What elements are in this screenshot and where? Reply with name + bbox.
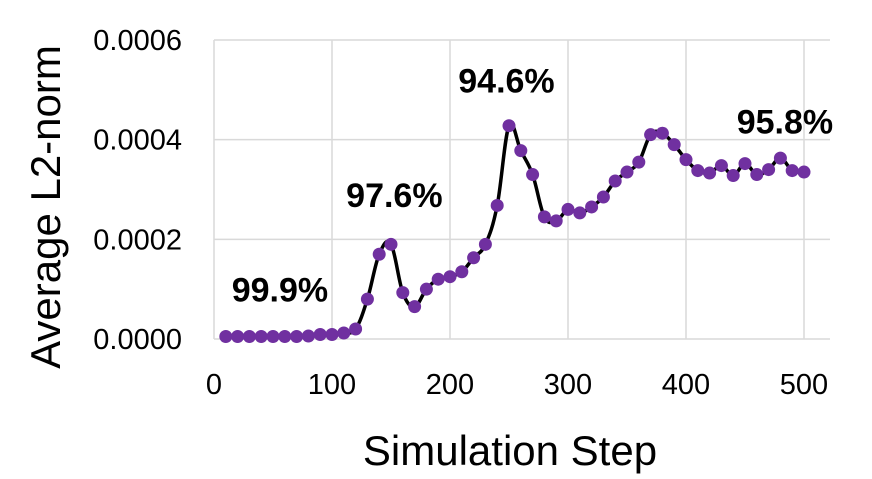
y-tick-label: 0.0002 [93, 224, 182, 256]
data-point [703, 166, 717, 180]
data-point [691, 164, 705, 178]
data-point [313, 328, 327, 342]
x-tick-label: 0 [206, 369, 222, 401]
data-point [219, 330, 233, 344]
data-point [573, 206, 587, 220]
percentage-annotation: 94.6% [458, 62, 554, 100]
x-tick-label: 200 [426, 369, 474, 401]
data-point [419, 282, 433, 296]
data-points [219, 119, 811, 344]
data-point [360, 292, 374, 306]
data-point [278, 330, 292, 344]
data-point [679, 153, 693, 167]
data-point [762, 163, 776, 177]
data-point [242, 330, 256, 344]
data-point [443, 270, 457, 284]
data-point [254, 330, 268, 344]
data-point [608, 174, 622, 188]
data-point [490, 198, 504, 212]
y-tick-label: 0.0006 [93, 25, 182, 57]
data-point [455, 265, 469, 279]
data-point [632, 155, 646, 169]
data-point [231, 330, 245, 344]
x-tick-label: 500 [780, 369, 828, 401]
data-point [596, 190, 610, 204]
data-point [514, 144, 528, 158]
data-point [738, 157, 752, 171]
data-point [266, 330, 280, 344]
data-point [526, 168, 540, 182]
data-point [644, 128, 658, 142]
data-point [478, 237, 492, 251]
data-point [337, 326, 351, 340]
x-tick-label: 100 [308, 369, 356, 401]
data-point [714, 159, 728, 173]
data-point [384, 237, 398, 251]
y-tick-labels: 0.0000 0.0002 0.0004 0.0006 [93, 25, 182, 356]
annotations: 99.9% 97.6% 94.6% 95.8% [232, 62, 833, 309]
data-point [467, 251, 481, 265]
x-tick-label: 400 [662, 369, 710, 401]
y-tick-label: 0.0000 [93, 324, 182, 356]
data-point [408, 300, 422, 314]
data-point [585, 200, 599, 214]
data-point [726, 169, 740, 183]
data-point [667, 138, 681, 152]
data-point [655, 126, 669, 140]
data-point [750, 168, 764, 182]
data-point [537, 210, 551, 224]
y-axis-title: Average L2-norm [22, 45, 69, 369]
gridlines [213, 39, 830, 340]
data-point [431, 272, 445, 286]
data-point [549, 214, 563, 228]
data-point [301, 329, 315, 343]
data-point [325, 328, 339, 342]
x-axis-title: Simulation Step [363, 427, 657, 474]
data-point [561, 202, 575, 216]
data-point [773, 151, 787, 165]
data-point [396, 286, 410, 300]
data-point [797, 165, 811, 179]
data-point [372, 247, 386, 261]
percentage-annotation: 99.9% [232, 272, 328, 310]
data-point [785, 164, 799, 178]
data-point [502, 119, 516, 133]
y-tick-label: 0.0004 [93, 125, 182, 157]
percentage-annotation: 97.6% [346, 177, 442, 215]
x-tick-label: 300 [544, 369, 592, 401]
percentage-annotation: 95.8% [737, 104, 833, 142]
data-point [290, 330, 304, 344]
data-point [349, 322, 363, 336]
data-point [620, 165, 634, 179]
x-tick-labels: 0 100 200 300 400 500 [206, 369, 828, 401]
